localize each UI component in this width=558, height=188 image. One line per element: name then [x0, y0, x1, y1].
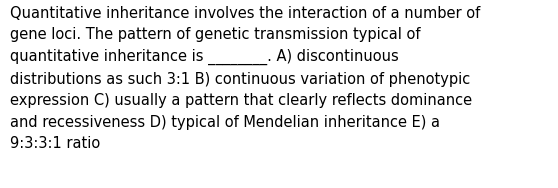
Text: Quantitative inheritance involves the interaction of a number of
gene loci. The : Quantitative inheritance involves the in…: [10, 6, 480, 152]
